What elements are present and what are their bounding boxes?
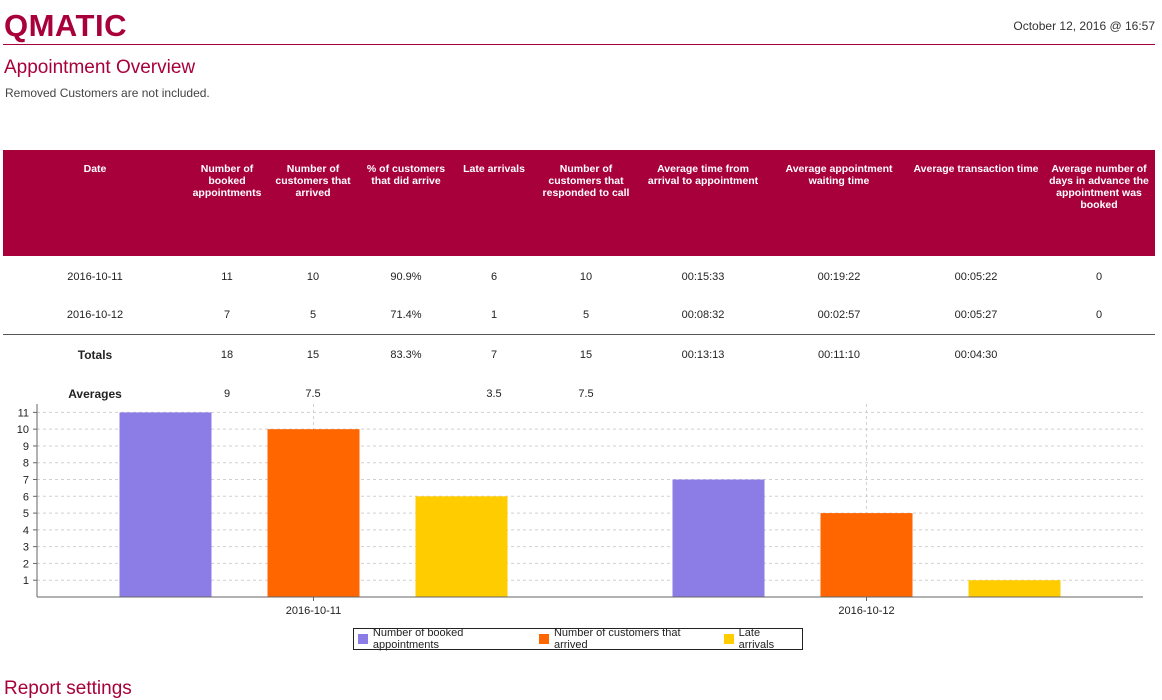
y-tick-label: 11 [18, 407, 29, 419]
column-header: Average appointment waiting time [769, 150, 909, 256]
column-header: Late arrivals [453, 150, 535, 256]
table-cell: 10 [306, 271, 320, 283]
header-divider [3, 44, 1155, 45]
chart-legend: Number of booked appointments Number of c… [353, 627, 803, 651]
table-cell: 5 [582, 309, 590, 321]
table-cell: 00:08:32 [681, 309, 725, 321]
table-cell: 3.5 [486, 388, 502, 400]
y-tick-label: 1 [23, 575, 29, 587]
legend-swatch [539, 634, 549, 644]
y-tick-label: 6 [23, 491, 29, 503]
legend-label: Number of booked appointments [372, 627, 464, 651]
report-settings-heading: Report settings [4, 678, 132, 699]
table-cell: 00:04:30 [909, 334, 1043, 375]
bar [968, 580, 1061, 597]
table-cell: 00:11:10 [769, 334, 909, 375]
table-cell: 5 [309, 309, 317, 321]
table-cell: 2016-10-11 [67, 271, 123, 283]
table-cell: 10 [579, 271, 593, 283]
qmatic-logo: QMATIC [4, 8, 127, 43]
report-header: QMATIC October 12, 2016 @ 16:57 [0, 0, 1162, 45]
y-tick-label: 3 [23, 542, 29, 554]
appointments-bar-chart: 1 2 3 4 5 6 7 8 9 10 11 2016-10-11 2016-10-12 [17, 404, 1143, 617]
bar [119, 412, 212, 597]
table-cell: 90.9% [390, 271, 422, 283]
table-cell: 00:15:33 [681, 271, 725, 283]
table-cell: 00:13:13 [637, 334, 769, 375]
table-cell: 0 [1095, 271, 1103, 283]
table-row: 2016-10-12 7 5 71.4% 1 5 00:08:32 00:02:57 00:05… [3, 296, 1155, 335]
table-cell: 7 [223, 309, 231, 321]
legend-label: Late arrivals [738, 627, 775, 651]
column-header: Number of booked appointments [187, 150, 267, 256]
column-header: Average number of days in advance the ap… [1043, 150, 1155, 256]
table-cell: 00:19:22 [817, 271, 861, 283]
page-subtitle: Removed Customers are not included. [5, 86, 210, 100]
y-tick-label: 5 [23, 508, 29, 520]
totals-row: Totals 18 15 83.3% 7 15 00:13:13 00:11:10 00:04:… [3, 334, 1155, 375]
legend-item: Late arrivals [723, 627, 798, 651]
y-tick-label: 7 [23, 475, 29, 487]
column-header: Number of customers that responded to ca… [535, 150, 637, 256]
table-cell: 00:05:22 [954, 271, 998, 283]
y-tick-label: 8 [23, 458, 29, 470]
table-cell: 71.4% [390, 309, 422, 321]
legend-swatch [723, 634, 734, 644]
legend-item: Number of booked appointments [358, 627, 531, 651]
legend-item: Number of customers that arrived [539, 627, 716, 651]
column-header: Average time from arrival to appointment [637, 150, 769, 256]
table-cell: 15 [535, 334, 637, 375]
table-cell: 18 [187, 334, 267, 375]
table-cell: 7.5 [305, 388, 321, 400]
table-cell: 7.5 [578, 388, 594, 400]
x-tick-label: 2016-10-12 [838, 605, 894, 617]
y-tick-label: 9 [23, 441, 29, 453]
table-cell: 15 [267, 334, 359, 375]
table-cell: 7 [453, 334, 535, 375]
y-tick-label: 10 [17, 424, 29, 436]
table-cell: 0 [1095, 309, 1103, 321]
x-tick-label: 2016-10-11 [286, 605, 341, 617]
page-title: Appointment Overview [4, 57, 196, 78]
column-header: Average transaction time [909, 150, 1043, 256]
bar [415, 496, 508, 597]
report-timestamp: October 12, 2016 @ 16:57 [1013, 19, 1155, 33]
column-header: Number of customers that arrived [267, 150, 359, 256]
table-cell: 11 [221, 271, 233, 283]
table-cell: 00:05:27 [954, 309, 998, 321]
y-tick-label: 2 [23, 558, 29, 570]
table-cell: 00:02:57 [817, 309, 861, 321]
column-header: Date [3, 150, 187, 256]
table-cell [1043, 334, 1155, 375]
table-header-row: Date Number of booked appointments Number … [3, 150, 1155, 256]
column-header: % of customers that did arrive [359, 150, 453, 256]
table-cell: 2016-10-12 [66, 309, 124, 321]
averages-row: Averages 9 7.5 3.5 7.5 [3, 375, 1155, 413]
appointment-table: Date Number of booked appointments Number … [3, 150, 1155, 413]
legend-swatch [358, 634, 368, 644]
table-cell: 83.3% [359, 334, 453, 375]
legend-label: Number of customers that arrived [553, 627, 681, 651]
bar [820, 513, 913, 597]
table-cell: Totals [3, 334, 187, 375]
table-cell: 1 [490, 309, 498, 321]
table-cell: 9 [223, 388, 231, 400]
bar [267, 429, 360, 597]
bar [672, 479, 765, 597]
table-cell: 6 [490, 271, 498, 283]
y-tick-label: 4 [23, 525, 29, 537]
table-cell: Averages [68, 387, 122, 401]
table-row: 2016-10-11 11 10 90.9% 6 10 00:15:33 00:19:22 00… [3, 256, 1155, 296]
